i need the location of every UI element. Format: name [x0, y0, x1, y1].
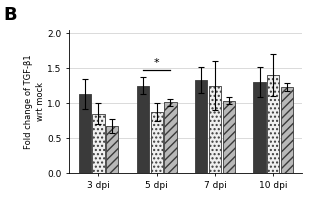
Bar	[79, 94, 91, 173]
Bar	[137, 85, 149, 173]
Bar	[92, 114, 105, 173]
Bar	[209, 85, 221, 173]
Text: *: *	[154, 58, 159, 68]
Bar	[195, 80, 207, 173]
Bar	[281, 87, 293, 173]
Bar	[254, 82, 266, 173]
Y-axis label: Fold change of TGF-β1
wrt mock: Fold change of TGF-β1 wrt mock	[24, 54, 44, 149]
Bar	[151, 112, 163, 173]
Text: B: B	[3, 6, 17, 24]
Bar	[223, 101, 235, 173]
Bar	[164, 102, 176, 173]
Bar	[106, 126, 118, 173]
Bar	[267, 75, 279, 173]
